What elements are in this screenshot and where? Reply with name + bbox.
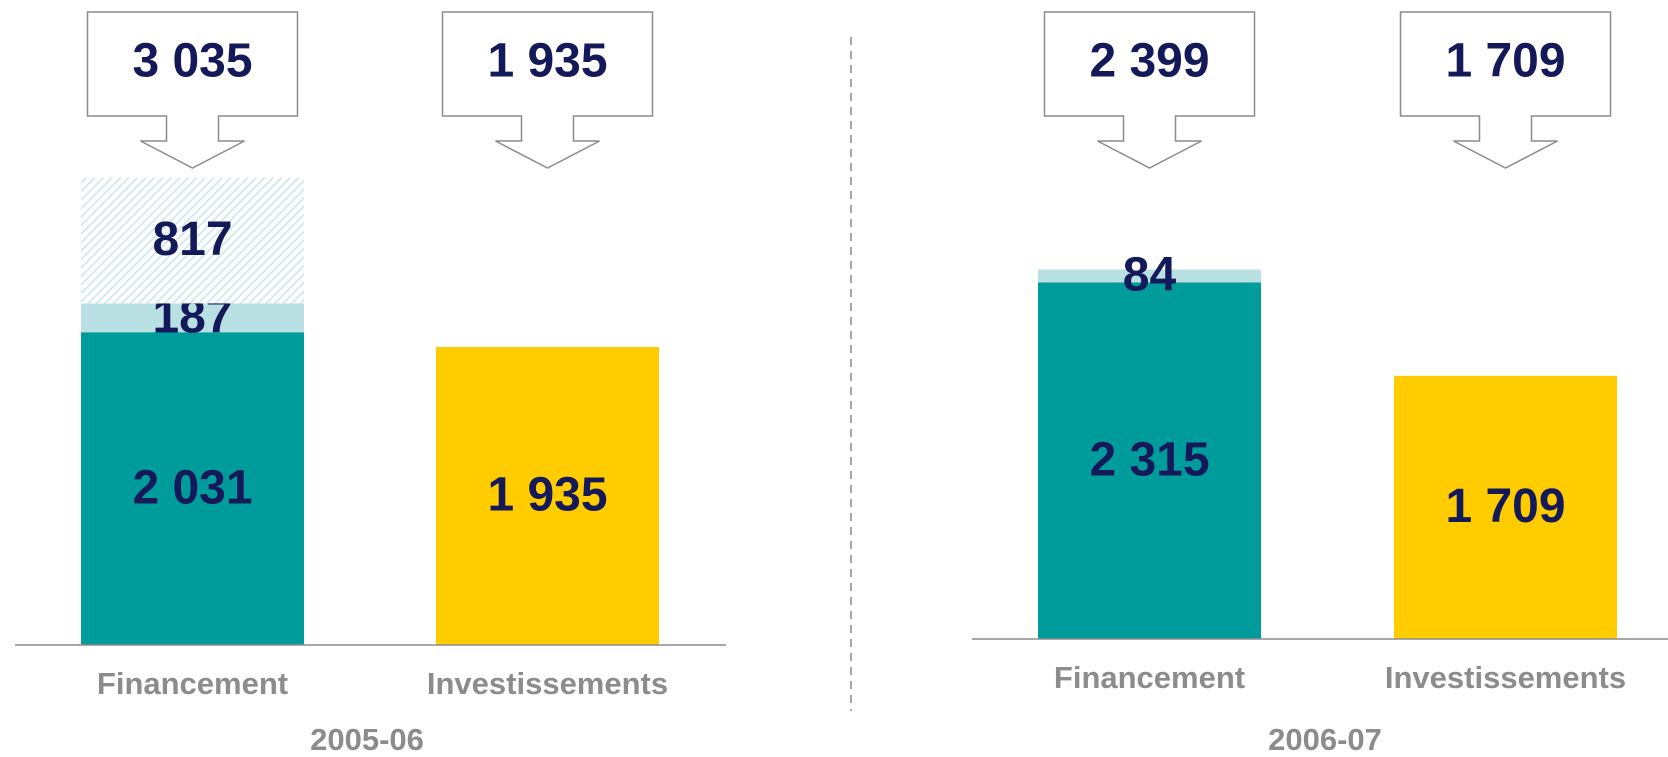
x-axis-title: 2006-07: [1268, 722, 1382, 757]
value-label: 1 709: [1445, 480, 1565, 533]
value-label: 817: [152, 213, 232, 266]
callout: [441, 11, 654, 169]
total-label: 1 709: [1445, 35, 1565, 88]
callout: [1399, 11, 1612, 169]
bar-segment: [1038, 269, 1261, 283]
x-tick-label: Financement: [97, 666, 288, 701]
total-label: 2 399: [1089, 35, 1209, 88]
x-tick-label: Investissements: [427, 666, 668, 701]
bar-segment: [1038, 282, 1261, 639]
callout: [86, 11, 299, 169]
bar-segment: [81, 332, 304, 645]
value-label: 2 315: [1089, 433, 1209, 486]
bar-segment: [436, 347, 659, 645]
value-label: 84: [1123, 249, 1177, 302]
value-label: 2 031: [132, 461, 252, 514]
bar-segment: [81, 303, 304, 333]
x-axis-title: 2005-06: [310, 722, 424, 757]
callout: [1043, 11, 1256, 169]
x-tick-label: Investissements: [1385, 660, 1626, 695]
value-label: 1 935: [487, 469, 607, 522]
total-label: 3 035: [132, 35, 252, 88]
total-label: 1 935: [487, 35, 607, 88]
bar-segment: [1394, 375, 1617, 639]
bar-segment: [81, 177, 304, 304]
x-tick-label: Financement: [1054, 660, 1245, 695]
